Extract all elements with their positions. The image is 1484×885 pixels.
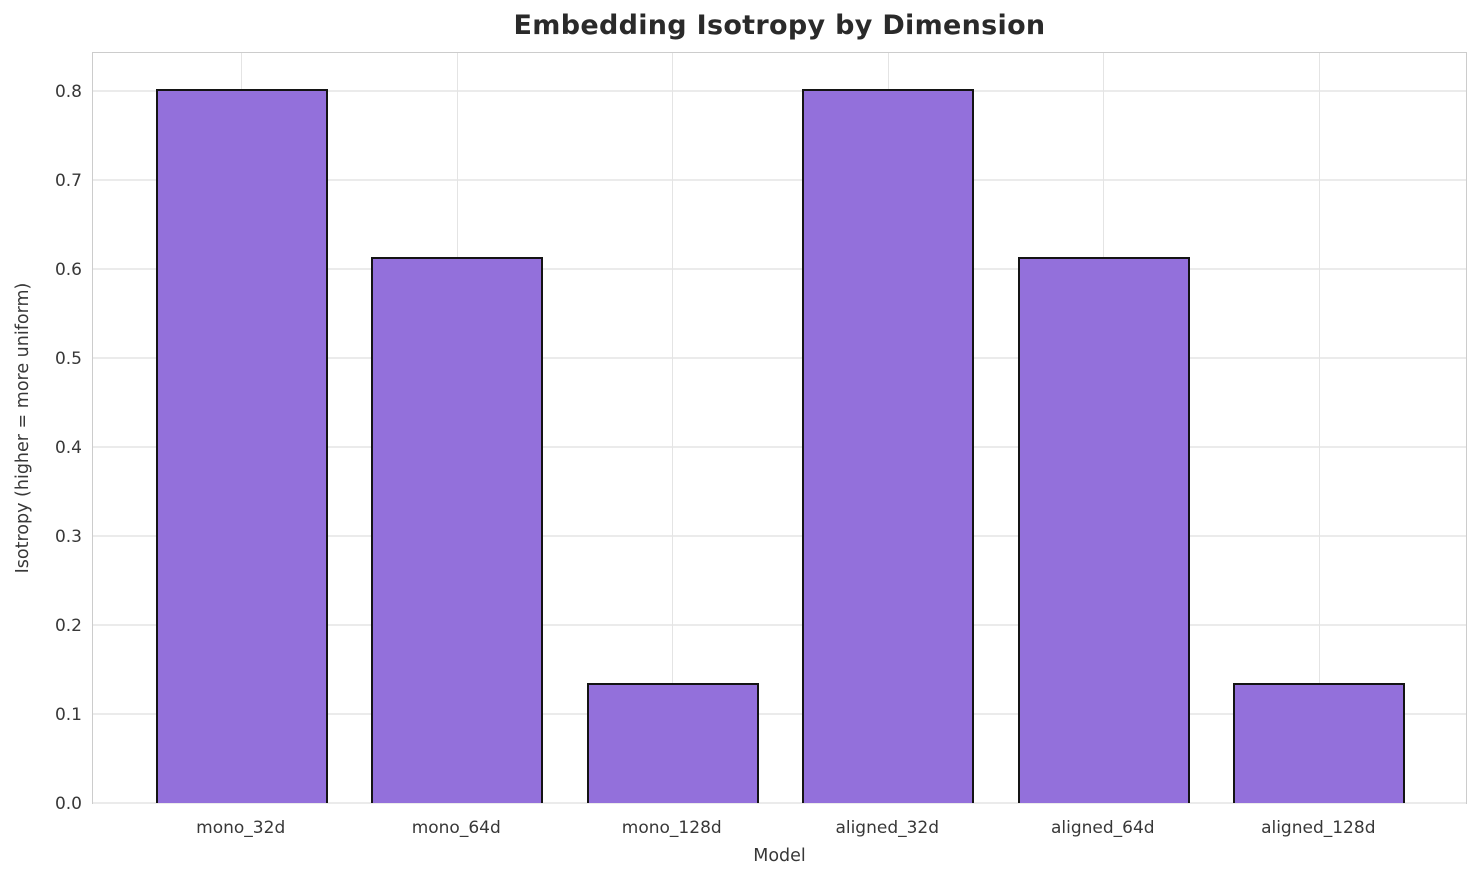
bar-aligned_32d <box>802 89 975 803</box>
h-gridline-0.8 <box>93 90 1466 92</box>
plot-area <box>92 52 1467 804</box>
bar-aligned_64d <box>1017 256 1190 803</box>
h-gridline-0.1 <box>93 713 1466 715</box>
bar-mono_64d <box>371 256 544 803</box>
x-tick-label-aligned_64d: aligned_64d <box>1050 818 1155 838</box>
chart-title: Embedding Isotropy by Dimension <box>513 10 1046 41</box>
h-gridline-0.5 <box>93 357 1466 359</box>
y-tick-label-0.4: 0.4 <box>54 438 82 459</box>
y-tick-label-0.6: 0.6 <box>54 260 82 281</box>
h-gridline-0.4 <box>93 446 1466 448</box>
x-tick-label-aligned_128d: aligned_128d <box>1261 818 1376 838</box>
bar-aligned_128d <box>1233 682 1406 803</box>
x-axis-label: Model <box>753 846 806 866</box>
x-tick-label-mono_32d: mono_32d <box>196 818 286 838</box>
y-tick-label-0.5: 0.5 <box>54 349 82 370</box>
bar-mono_32d <box>155 89 328 803</box>
y-tick-label-0.0: 0.0 <box>54 794 82 814</box>
h-gridline-0.7 <box>93 179 1466 181</box>
y-tick-label-0.1: 0.1 <box>54 705 82 725</box>
y-tick-label-0.8: 0.8 <box>54 82 82 103</box>
x-tick-label-mono_64d: mono_64d <box>411 818 501 838</box>
x-tick-label-mono_128d: mono_128d <box>621 818 722 838</box>
y-tick-label-0.2: 0.2 <box>54 616 82 636</box>
v-gridline-mono_128d <box>672 53 674 803</box>
h-gridline-0.6 <box>93 268 1466 270</box>
v-gridline-aligned_128d <box>1318 53 1320 803</box>
y-tick-label-0.3: 0.3 <box>54 527 82 548</box>
h-gridline-0 <box>93 802 1466 804</box>
x-tick-label-aligned_32d: aligned_32d <box>835 818 940 838</box>
bar-mono_128d <box>586 682 759 803</box>
h-gridline-0.2 <box>93 624 1466 626</box>
y-tick-label-0.7: 0.7 <box>54 171 82 192</box>
h-gridline-0.3 <box>93 535 1466 537</box>
